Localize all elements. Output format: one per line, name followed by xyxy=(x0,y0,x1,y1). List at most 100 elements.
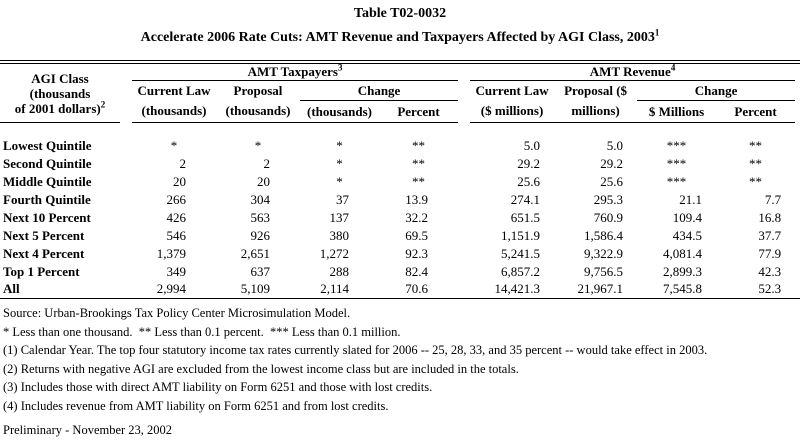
unit-thousands-1: (thousands) xyxy=(132,100,216,123)
group1-footnote-marker: 3 xyxy=(337,62,343,73)
change-header-revenue: Change xyxy=(637,80,796,101)
data-cell: 25.6 xyxy=(600,173,624,189)
data-cell: 16.8 xyxy=(758,209,782,225)
spacer-cell xyxy=(0,123,800,137)
data-cell: * xyxy=(254,137,262,153)
data-cell: 52.3 xyxy=(758,281,782,297)
table-row: Lowest Quintile * * * ** 5.0 5.0 *** ** xyxy=(0,137,800,155)
col-header-proposal-revenue: Proposal ($ xyxy=(564,82,628,98)
table-row: All 2,994 5,109 2,114 70.6 14,421.3 21,967.1 7,… xyxy=(0,281,800,299)
table-row: Next 4 Percent 1,379 2,651 1,272 92.3 5,241.5… xyxy=(0,245,800,263)
change-header-taxpayers: Change xyxy=(300,80,459,101)
group2-footnote-marker: 4 xyxy=(670,62,676,73)
source-note: Source: Urban-Brookings Tax Policy Cente… xyxy=(3,306,351,320)
data-cell: 69.5 xyxy=(405,227,429,243)
column-gap xyxy=(120,245,132,263)
column-gap xyxy=(458,209,470,227)
data-cell: *** xyxy=(666,155,687,171)
edge-gap xyxy=(795,155,800,173)
data-cell: 2,899.3 xyxy=(663,263,703,279)
data-cell: 21,967.1 xyxy=(577,281,624,297)
data-cell: 77.9 xyxy=(758,245,782,261)
row-label: Top 1 Percent xyxy=(3,263,80,279)
data-cell: 37 xyxy=(336,191,349,207)
group1-label: AMT Taxpayers xyxy=(247,64,338,79)
edge-gap xyxy=(795,62,800,123)
data-cell: * xyxy=(336,173,343,189)
data-cell: 1,586.4 xyxy=(584,227,624,243)
column-gap xyxy=(458,191,470,209)
column-gap xyxy=(120,281,132,299)
column-gap xyxy=(120,227,132,245)
unit-percent-2: Percent xyxy=(716,100,796,123)
data-cell: 92.3 xyxy=(405,245,429,261)
title-footnote-marker: 1 xyxy=(654,27,660,38)
data-cell: 266 xyxy=(166,191,187,207)
unit-thousands-2: (thousands) xyxy=(216,100,300,123)
table-row: Next 10 Percent 426 563 137 32.2 651.5 760.9 10… xyxy=(0,209,800,227)
data-cell: 5,241.5 xyxy=(501,245,541,261)
header-row-units: (thousands) (thousands) (thousands) Perc… xyxy=(0,100,800,123)
data-cell: 1,272 xyxy=(319,245,349,261)
row-label: Fourth Quintile xyxy=(3,191,91,207)
edge-gap xyxy=(795,191,800,209)
amt-data-table: AGI Class (thousands of 2001 dollars)2 A… xyxy=(0,60,800,299)
column-gap xyxy=(120,155,132,173)
data-cell: ** xyxy=(749,155,763,171)
table-body: Lowest Quintile * * * ** 5.0 5.0 *** ** Second Qu… xyxy=(0,123,800,299)
symbol-legend-note: * Less than one thousand. ** Less than 0… xyxy=(3,324,401,339)
data-cell: 6,857.2 xyxy=(501,263,541,279)
column-gap xyxy=(120,263,132,281)
footnote-4: (4) Includes revenue from AMT liability … xyxy=(3,398,389,413)
table-row: Fourth Quintile 266 304 37 13.9 274.1 295.3 21.… xyxy=(0,191,800,209)
data-cell: *** xyxy=(666,173,687,189)
data-cell: 349 xyxy=(166,263,187,279)
stub-header: AGI Class (thousands of 2001 dollars)2 xyxy=(0,62,120,123)
header-row-groups: AGI Class (thousands of 2001 dollars)2 A… xyxy=(0,62,800,123)
footnote-2: (2) Returns with negative AGI are exclud… xyxy=(3,361,519,376)
data-cell: ** xyxy=(412,173,426,189)
data-cell: 546 xyxy=(166,227,187,243)
footnote-3: (3) Includes those with direct AMT liabi… xyxy=(3,380,433,394)
group2-label: AMT Revenue xyxy=(589,64,671,79)
data-cell: 274.1 xyxy=(510,191,541,207)
edge-gap xyxy=(795,245,800,263)
column-gap xyxy=(458,263,470,281)
data-cell: *** xyxy=(666,137,687,153)
col-header-current-law-taxpayers: Current Law xyxy=(137,82,211,98)
data-cell: 288 xyxy=(329,263,350,279)
data-cell: 380 xyxy=(329,227,350,243)
table-main-title: Accelerate 2006 Rate Cuts: AMT Revenue a… xyxy=(0,27,800,46)
row-label: Lowest Quintile xyxy=(3,137,92,153)
preliminary-date-line: Preliminary - November 23, 2002 xyxy=(3,423,173,437)
data-cell: 434.5 xyxy=(672,227,703,243)
stub-header-line1: AGI Class (thousands xyxy=(29,70,91,101)
data-cell: 926 xyxy=(250,227,271,243)
data-cell: 14,421.3 xyxy=(494,281,541,297)
edge-gap xyxy=(795,281,800,299)
data-cell: 1,151.9 xyxy=(501,227,541,243)
data-cell: 5.0 xyxy=(523,137,541,153)
col-header-current-law-revenue: Current Law xyxy=(475,82,549,98)
data-cell: 2,114 xyxy=(320,281,349,297)
data-cell: ** xyxy=(749,173,763,189)
data-cell: 20 xyxy=(173,173,186,189)
unit-dollar-millions: $ Millions xyxy=(637,100,717,123)
data-cell: 2,651 xyxy=(240,245,270,261)
row-label: Next 10 Percent xyxy=(3,209,91,225)
table-number-title: Table T02-0032 xyxy=(0,0,800,22)
data-cell: 295.3 xyxy=(593,191,624,207)
edge-gap xyxy=(795,227,800,245)
data-cell: 9,322.9 xyxy=(584,245,624,261)
data-cell: 37.7 xyxy=(758,227,782,243)
data-cell: 82.4 xyxy=(405,263,429,279)
data-cell: 5.0 xyxy=(606,137,624,153)
table-row: Middle Quintile 20 20 * ** 25.6 25.6 *** ** xyxy=(0,173,800,191)
data-cell: 29.2 xyxy=(600,155,624,171)
column-gap xyxy=(120,62,132,123)
data-cell: ** xyxy=(412,137,426,153)
header-spacer-row xyxy=(0,123,800,137)
data-cell: 109.4 xyxy=(672,209,703,225)
data-cell: 1,379 xyxy=(156,245,186,261)
data-cell: 25.6 xyxy=(517,173,541,189)
